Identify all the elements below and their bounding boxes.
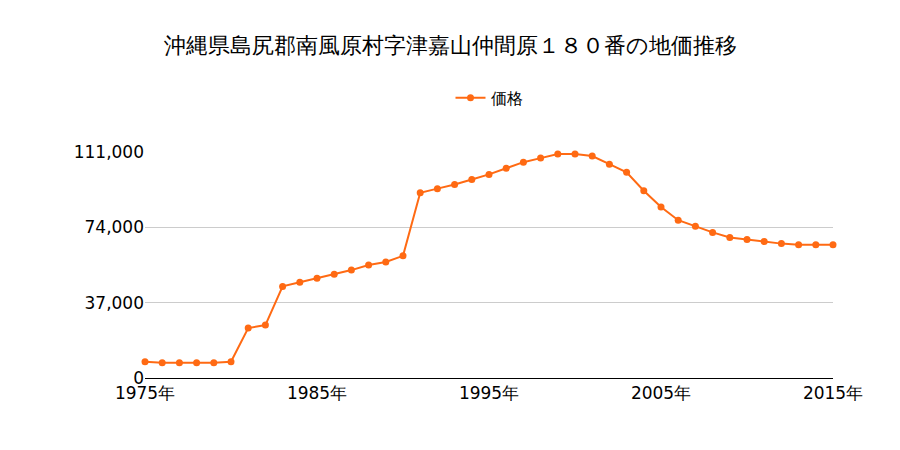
svg-text:74,000: 74,000 (85, 217, 144, 237)
svg-text:1975年: 1975年 (115, 383, 175, 403)
svg-text:1985年: 1985年 (287, 383, 347, 403)
svg-text:37,000: 37,000 (85, 293, 144, 313)
svg-text:2015年: 2015年 (803, 383, 863, 403)
svg-text:2005年: 2005年 (631, 383, 691, 403)
svg-text:沖縄県島尻郡南風原村字津嘉山仲間原１８０番の地価推移: 沖縄県島尻郡南風原村字津嘉山仲間原１８０番の地価推移 (164, 33, 737, 58)
svg-text:111,000: 111,000 (74, 142, 144, 162)
svg-text:1995年: 1995年 (459, 383, 519, 403)
svg-text:価格: 価格 (491, 89, 523, 108)
svg-text:0: 0 (133, 368, 144, 388)
